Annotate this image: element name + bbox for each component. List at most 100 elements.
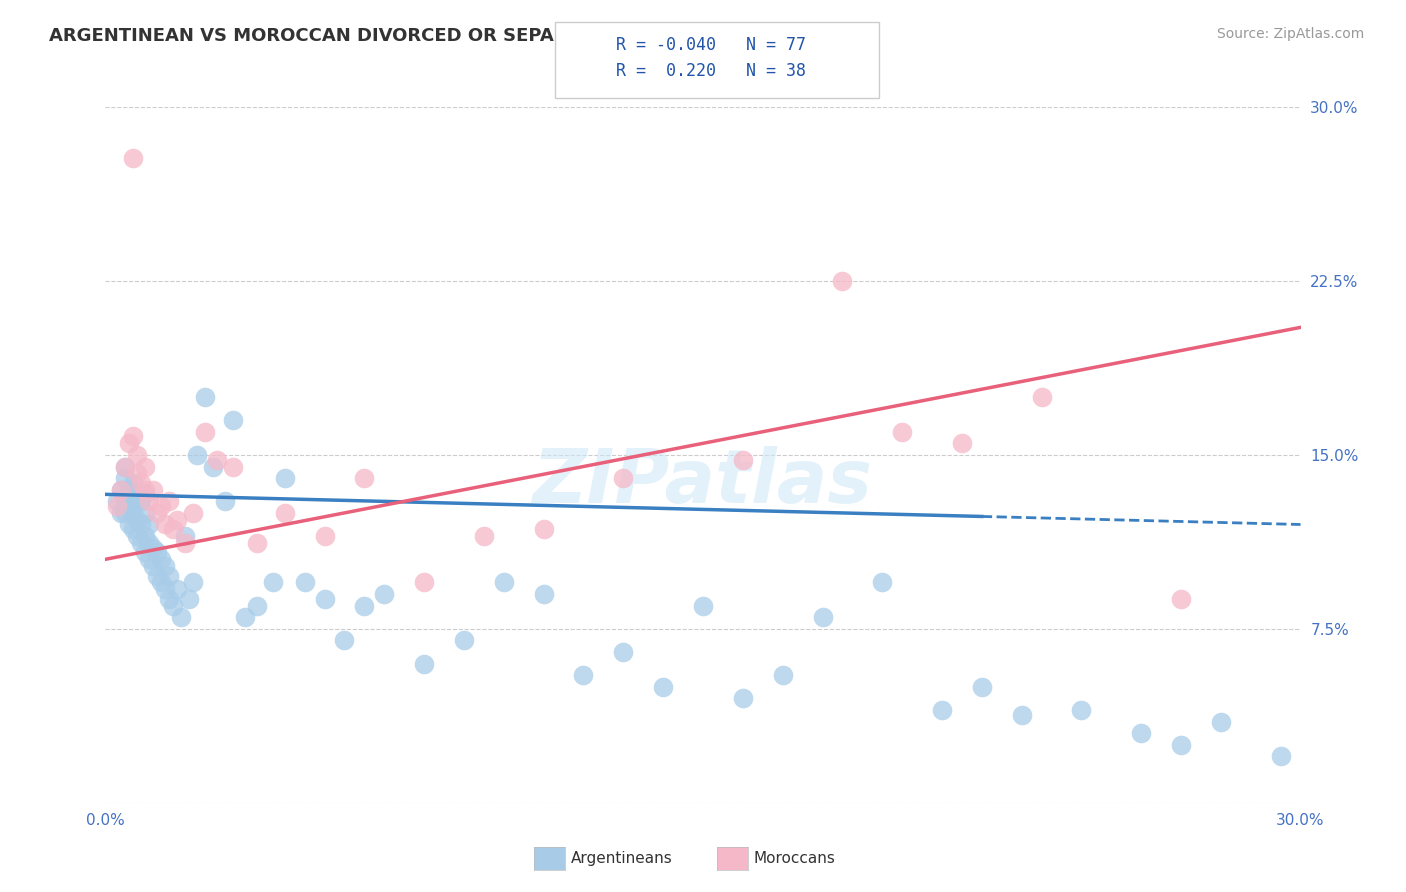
Point xyxy=(122,151,145,165)
Point xyxy=(1130,726,1153,740)
Point xyxy=(811,610,834,624)
Point xyxy=(146,506,169,520)
Point xyxy=(205,452,228,467)
Point xyxy=(453,633,475,648)
Point xyxy=(118,517,141,532)
Point xyxy=(107,499,129,513)
Point xyxy=(1031,390,1053,404)
Point xyxy=(127,490,149,504)
Point xyxy=(186,448,208,462)
Point xyxy=(127,513,149,527)
Point xyxy=(129,494,153,508)
Text: R =  0.220   N = 38: R = 0.220 N = 38 xyxy=(616,62,806,80)
Point xyxy=(931,703,953,717)
Point xyxy=(273,471,295,485)
Point xyxy=(174,536,197,550)
Point xyxy=(174,529,197,543)
Point xyxy=(1011,707,1033,722)
Point xyxy=(146,545,169,559)
Point xyxy=(612,645,634,659)
Point xyxy=(1170,738,1192,752)
Point xyxy=(157,494,180,508)
Text: Moroccans: Moroccans xyxy=(754,851,835,865)
Point xyxy=(872,575,894,590)
Point xyxy=(1170,591,1192,606)
Point xyxy=(202,459,225,474)
Point xyxy=(122,429,145,443)
Point xyxy=(129,536,153,550)
Point xyxy=(162,522,184,536)
Point xyxy=(970,680,993,694)
Point xyxy=(572,668,595,682)
Text: ZIPatlas: ZIPatlas xyxy=(533,446,873,519)
Point xyxy=(114,494,136,508)
Point xyxy=(142,483,165,497)
Point xyxy=(353,471,375,485)
Point xyxy=(1209,714,1232,729)
Point xyxy=(1070,703,1092,717)
Point xyxy=(122,506,145,520)
Point xyxy=(353,599,375,613)
Text: Argentineans: Argentineans xyxy=(571,851,672,865)
Text: ARGENTINEAN VS MOROCCAN DIVORCED OR SEPARATED CORRELATION CHART: ARGENTINEAN VS MOROCCAN DIVORCED OR SEPA… xyxy=(49,27,841,45)
Point xyxy=(142,541,165,555)
Point xyxy=(262,575,284,590)
Point xyxy=(114,506,136,520)
Point xyxy=(110,483,132,497)
Point xyxy=(134,545,156,559)
Point xyxy=(134,506,156,520)
Point xyxy=(162,599,184,613)
Point xyxy=(157,568,180,582)
Point xyxy=(118,499,141,513)
Point xyxy=(731,691,754,706)
Point xyxy=(831,274,853,288)
Point xyxy=(157,591,180,606)
Point xyxy=(153,582,177,597)
Point xyxy=(122,494,145,508)
Point xyxy=(142,559,165,574)
Point xyxy=(314,529,336,543)
Point xyxy=(146,568,169,582)
Point xyxy=(222,459,245,474)
Point xyxy=(122,475,145,490)
Point xyxy=(950,436,973,450)
Point xyxy=(652,680,675,694)
Point xyxy=(150,499,173,513)
Point xyxy=(246,536,269,550)
Point xyxy=(127,529,149,543)
Point xyxy=(492,575,515,590)
Point xyxy=(107,494,129,508)
Point xyxy=(138,494,160,508)
Point xyxy=(194,390,217,404)
Point xyxy=(114,459,136,474)
Text: R = -0.040   N = 77: R = -0.040 N = 77 xyxy=(616,36,806,54)
Point xyxy=(166,582,188,597)
Text: Source: ZipAtlas.com: Source: ZipAtlas.com xyxy=(1216,27,1364,41)
Point xyxy=(129,517,153,532)
Point xyxy=(153,559,177,574)
Point xyxy=(413,657,436,671)
Point xyxy=(533,522,555,536)
Point xyxy=(222,413,245,427)
Point xyxy=(612,471,634,485)
Point xyxy=(134,459,156,474)
Point xyxy=(772,668,794,682)
Point xyxy=(214,494,236,508)
Point xyxy=(118,483,141,497)
Point xyxy=(166,513,188,527)
Point xyxy=(110,506,132,520)
Point xyxy=(170,610,193,624)
Point xyxy=(731,452,754,467)
Point xyxy=(122,522,145,536)
Point xyxy=(134,529,156,543)
Point xyxy=(127,448,149,462)
Point xyxy=(233,610,256,624)
Point xyxy=(110,483,132,497)
Point xyxy=(413,575,436,590)
Point xyxy=(134,483,156,497)
Point xyxy=(181,575,204,590)
Point xyxy=(114,471,136,485)
Point xyxy=(533,587,555,601)
Point xyxy=(138,517,160,532)
Point xyxy=(1270,749,1292,764)
